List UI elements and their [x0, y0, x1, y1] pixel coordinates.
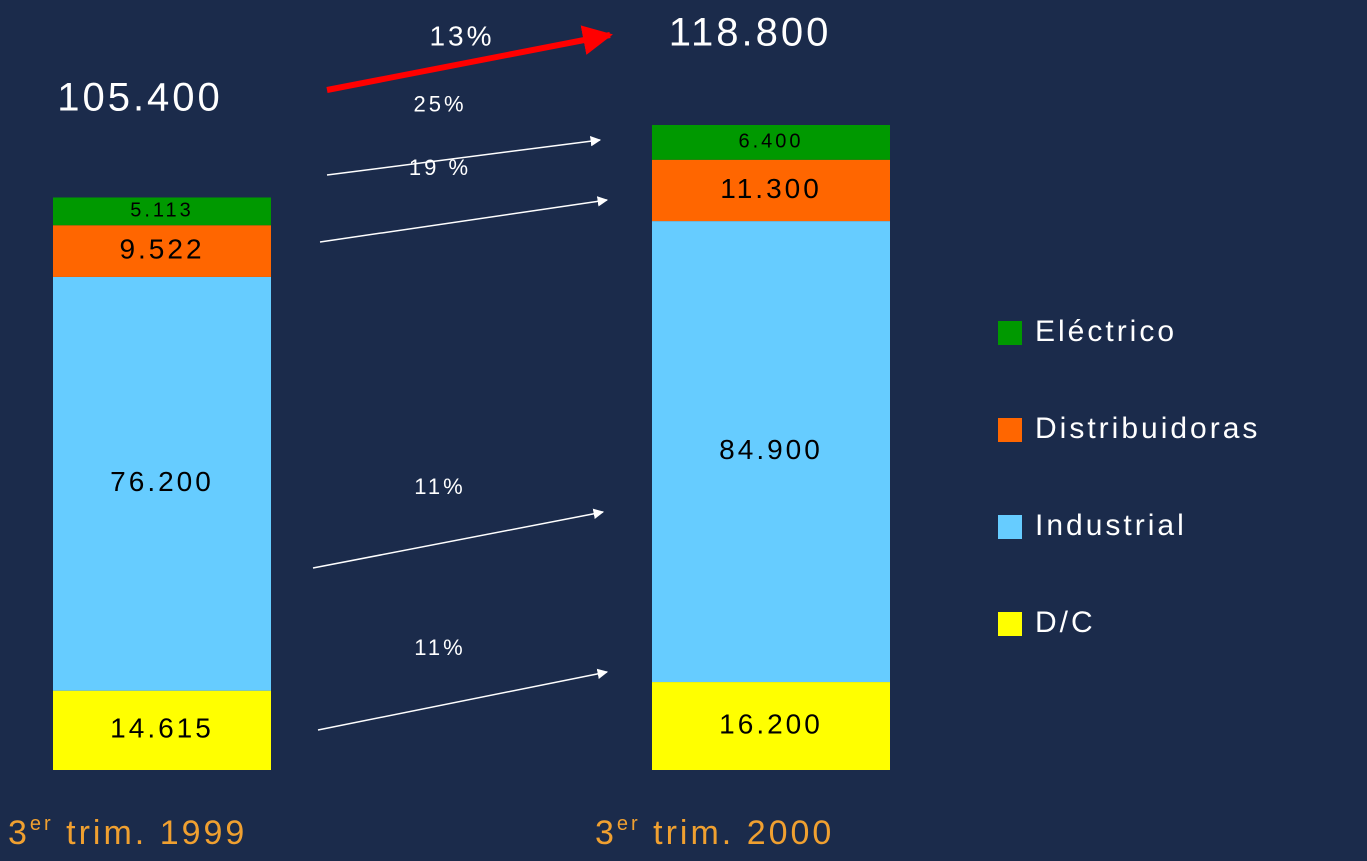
bar-segment	[652, 221, 890, 683]
legend-swatch	[998, 515, 1022, 539]
legend-label: Distribuidoras	[1035, 412, 1260, 445]
value-label: 16.200	[719, 708, 823, 739]
growth-label: 11%	[414, 474, 465, 499]
growth-arrow	[317, 668, 609, 731]
growth-arrow	[319, 196, 609, 243]
legend-label: D/C	[1035, 606, 1096, 639]
total-growth-arrow	[326, 25, 613, 93]
x-tick-label: 3er trim. 1999	[8, 813, 247, 852]
total-label: 105.400	[57, 76, 223, 120]
legend-label: Eléctrico	[1035, 315, 1177, 348]
total-label: 118.800	[669, 11, 832, 55]
value-label: 6.400	[738, 131, 803, 153]
value-label: 11.300	[720, 173, 822, 204]
x-tick-label: 3er trim. 2000	[595, 813, 834, 852]
legend-swatch	[998, 418, 1022, 442]
value-label: 84.900	[719, 434, 823, 465]
bar-segment	[53, 197, 271, 226]
legend-label: Industrial	[1035, 509, 1187, 542]
value-label: 76.200	[110, 466, 214, 497]
growth-arrow	[326, 135, 602, 176]
legend-swatch	[998, 321, 1022, 345]
value-label: 14.615	[110, 713, 214, 744]
legend-swatch	[998, 612, 1022, 636]
bar-segment	[652, 125, 890, 160]
bar-segment	[53, 690, 271, 770]
growth-label: 25%	[413, 91, 466, 116]
growth-arrow	[312, 508, 605, 569]
value-label: 9.522	[119, 233, 204, 264]
bar-segment	[652, 682, 890, 770]
value-label: 5.113	[130, 200, 194, 222]
bar-segment	[652, 159, 890, 222]
growth-label: 19 %	[409, 155, 471, 180]
bar-segment	[53, 225, 271, 277]
growth-label: 11%	[414, 635, 465, 660]
total-growth-label: 13%	[429, 20, 494, 51]
bar-segment	[53, 276, 271, 691]
